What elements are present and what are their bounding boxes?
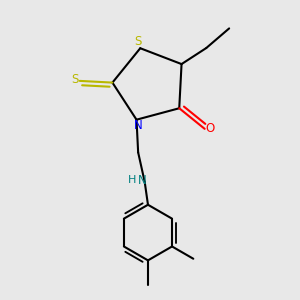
- Text: S: S: [71, 73, 79, 86]
- Text: O: O: [206, 122, 215, 135]
- Text: H: H: [128, 175, 136, 185]
- Text: S: S: [134, 34, 141, 47]
- Text: N: N: [138, 174, 146, 187]
- Text: N: N: [134, 119, 142, 132]
